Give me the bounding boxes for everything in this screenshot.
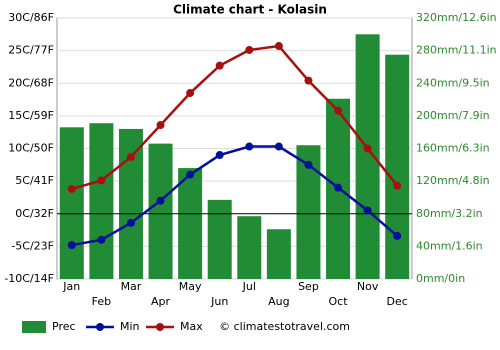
x-tick-label: Oct (329, 295, 349, 308)
bar (59, 127, 84, 279)
y-tick-label: -10C/14F (4, 272, 54, 285)
point (186, 170, 195, 179)
y-tick-label: -5C/23F (11, 239, 54, 252)
point (126, 218, 135, 227)
x-tick-label: May (179, 280, 202, 293)
x-tick-label: Jun (210, 295, 228, 308)
y2-tick-label: 240mm/9.5in (416, 76, 490, 89)
y2-tick-label: 160mm/6.3in (416, 142, 490, 155)
y-tick-label: 10C/50F (8, 142, 54, 155)
point (97, 235, 106, 244)
x-tick-label: Nov (357, 280, 379, 293)
point (363, 144, 372, 153)
point (215, 151, 224, 160)
x-tick-label: Feb (92, 295, 111, 308)
line (71, 44, 399, 191)
bar (237, 216, 262, 279)
point (393, 231, 402, 240)
point (334, 183, 343, 192)
y2-tick-label: 80mm/3.2in (416, 207, 483, 220)
y-tick-label: 20C/68F (8, 76, 54, 89)
point (97, 176, 106, 185)
point (215, 61, 224, 70)
legend-label: Max (180, 320, 203, 333)
bar (207, 199, 232, 279)
y-tick-label: 25C/77F (8, 44, 54, 57)
point (334, 106, 343, 115)
point (126, 152, 135, 161)
bar (266, 229, 291, 279)
x-tick-label: Aug (268, 295, 289, 308)
y2-tick-label: 120mm/4.8in (416, 174, 490, 187)
y2-tick-label: 320mm/12.6in (416, 11, 497, 24)
legend-label: Prec (52, 320, 76, 333)
y-tick-label: 5C/41F (15, 174, 54, 187)
legend-label: Min (120, 320, 140, 333)
point (304, 76, 313, 85)
point (363, 206, 372, 215)
point (67, 184, 76, 193)
line (71, 145, 399, 247)
legend-swatch (96, 323, 104, 331)
x-tick-label: Mar (121, 280, 142, 293)
y-tick-label: 30C/86F (8, 11, 54, 24)
y2-tick-label: 280mm/11.1in (416, 44, 497, 57)
bar (178, 168, 203, 279)
y2-tick-label: 200mm/7.9in (416, 109, 490, 122)
x-tick-label: Sep (298, 280, 319, 293)
bar (89, 123, 114, 279)
x-tick-label: Jul (242, 280, 256, 293)
x-tick-label: Dec (387, 295, 408, 308)
legend-swatch (22, 321, 46, 333)
point (245, 45, 254, 54)
point (67, 241, 76, 250)
point (156, 196, 165, 205)
y-tick-label: 15C/59F (8, 109, 54, 122)
x-tick-label: Apr (151, 295, 171, 308)
point (274, 142, 283, 151)
point (156, 121, 165, 130)
bar (148, 143, 173, 279)
y2-tick-label: 40mm/1.6in (416, 239, 483, 252)
credit: © climatestotravel.com (219, 320, 350, 333)
point (393, 181, 402, 190)
x-tick-label: Jan (62, 280, 80, 293)
y-tick-label: 0C/32F (15, 207, 54, 220)
point (304, 160, 313, 169)
point (245, 142, 254, 151)
point (274, 42, 283, 51)
chart-title: Climate chart - Kolasin (173, 3, 327, 17)
bar (118, 128, 143, 279)
bar (355, 34, 380, 279)
bar (385, 54, 410, 279)
point (186, 89, 195, 98)
y2-tick-label: 0mm/0in (416, 272, 465, 285)
legend-swatch (156, 323, 164, 331)
